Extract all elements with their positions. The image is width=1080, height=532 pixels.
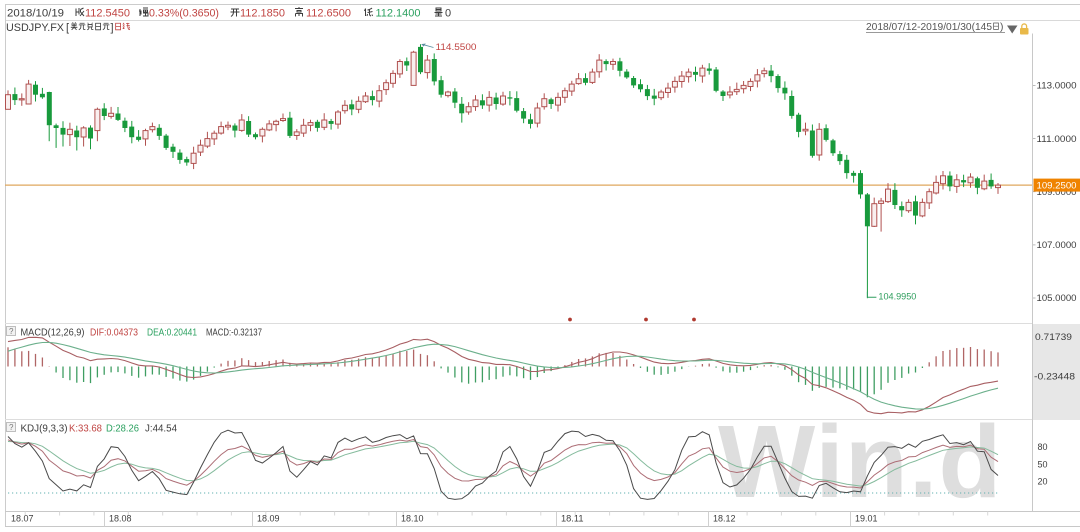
svg-text:18.10: 18.10: [401, 514, 424, 525]
svg-text:K:33.68: K:33.68: [69, 424, 102, 435]
svg-text:DIF:0.04373: DIF:0.04373: [90, 328, 138, 339]
svg-text:USDJPY.FX: USDJPY.FX: [6, 22, 65, 34]
svg-text:0.71739: 0.71739: [1035, 332, 1072, 342]
svg-text:18.12: 18.12: [713, 514, 736, 525]
svg-text:D:28.26: D:28.26: [106, 424, 139, 435]
svg-text:): ): [1000, 22, 1003, 33]
svg-text:20: 20: [1038, 477, 1048, 487]
svg-text:109.2500: 109.2500: [1037, 180, 1077, 190]
svg-text:111.0000: 111.0000: [1037, 134, 1077, 144]
svg-text:?: ?: [9, 423, 14, 432]
svg-text:-0.23448: -0.23448: [1034, 372, 1075, 382]
svg-text:0: 0: [445, 8, 451, 20]
svg-text:2018/10/19: 2018/10/19: [7, 8, 64, 20]
svg-text:80: 80: [1038, 442, 1048, 452]
svg-text:112.1400: 112.1400: [376, 8, 421, 20]
svg-text:DEA:0.20441: DEA:0.20441: [147, 328, 197, 339]
svg-text:113.0000: 113.0000: [1037, 81, 1077, 91]
svg-text:Win.d: Win.d: [718, 404, 1002, 519]
svg-text:18.09: 18.09: [257, 514, 280, 525]
svg-text:104.9950: 104.9950: [878, 292, 916, 303]
svg-text:105.0000: 105.0000: [1037, 293, 1077, 303]
svg-text:0.33%(0.3650): 0.33%(0.3650): [149, 8, 219, 20]
svg-text:MACD(12,26,9): MACD(12,26,9): [21, 328, 85, 339]
svg-text:112.5450: 112.5450: [85, 8, 130, 20]
svg-text:112.6500: 112.6500: [306, 8, 351, 20]
svg-text:MACD:-0.32137: MACD:-0.32137: [206, 328, 262, 339]
svg-text:2018/07/12-2019/01/30(145: 2018/07/12-2019/01/30(145: [866, 22, 992, 33]
svg-text:50: 50: [1038, 459, 1048, 469]
svg-text:J:44.54: J:44.54: [145, 424, 177, 435]
svg-text:114.5500: 114.5500: [436, 42, 477, 53]
svg-text:18.08: 18.08: [109, 514, 132, 525]
svg-text:18.07: 18.07: [11, 514, 34, 525]
svg-text:112.1850: 112.1850: [240, 8, 285, 20]
svg-text:]: ]: [111, 22, 114, 34]
svg-text:[: [: [66, 22, 69, 34]
svg-text:109.0000: 109.0000: [1037, 187, 1077, 197]
svg-text:18.11: 18.11: [561, 514, 584, 525]
svg-text:19.01: 19.01: [855, 514, 878, 525]
svg-text:?: ?: [9, 327, 14, 336]
svg-text:107.0000: 107.0000: [1037, 240, 1077, 250]
svg-text:KDJ(9,3,3): KDJ(9,3,3): [21, 424, 68, 435]
